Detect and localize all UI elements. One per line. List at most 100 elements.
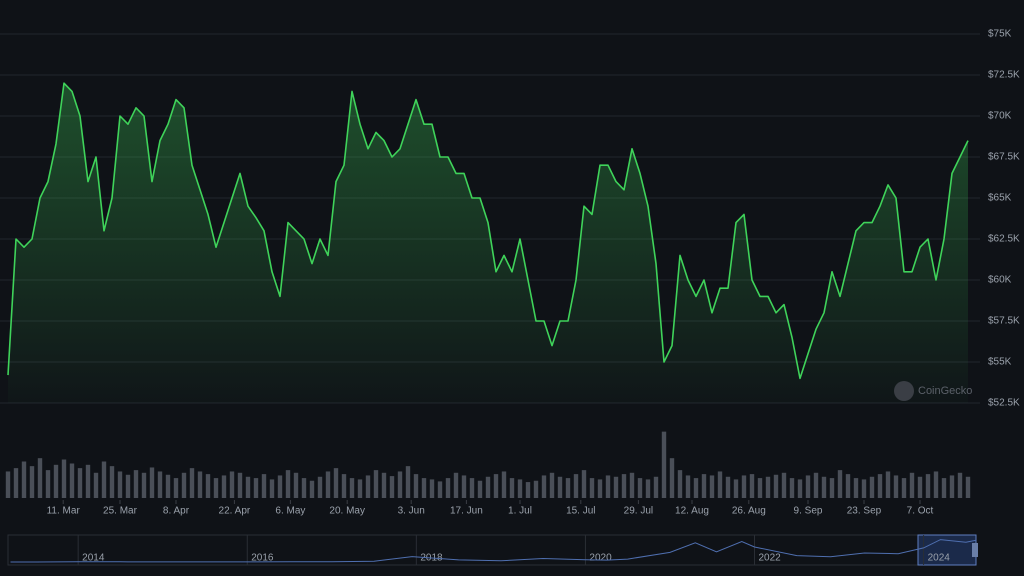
volume-bar xyxy=(157,471,163,498)
volume-bar xyxy=(485,476,491,498)
volume-bar xyxy=(53,464,59,498)
volume-bar xyxy=(501,471,507,498)
volume-bar xyxy=(85,464,91,498)
volume-bar xyxy=(821,476,827,498)
x-tick-label: 7. Oct xyxy=(907,506,934,517)
volume-bar xyxy=(717,471,723,498)
volume-bar xyxy=(165,474,171,498)
volume-bar xyxy=(533,480,539,498)
volume-bar xyxy=(765,476,771,498)
volume-bar xyxy=(461,475,467,498)
x-tick-label: 17. Jun xyxy=(450,506,483,517)
x-tick-label: 23. Sep xyxy=(847,506,882,517)
volume-bar xyxy=(133,470,139,498)
volume-bar xyxy=(373,470,379,498)
volume-bar xyxy=(245,476,251,498)
volume-bar xyxy=(101,461,107,498)
navigator-tick-label: 2014 xyxy=(82,553,105,564)
volume-bar xyxy=(725,476,731,498)
navigator-tick-label: 2022 xyxy=(759,553,782,564)
volume-bar xyxy=(29,466,35,498)
volume-bar xyxy=(885,471,891,498)
volume-bar xyxy=(869,476,875,498)
volume-bar xyxy=(269,479,275,498)
volume-bar xyxy=(141,472,147,498)
volume-bar xyxy=(45,470,51,498)
y-tick-label: $55K xyxy=(988,357,1012,368)
volume-bar xyxy=(77,468,83,498)
navigator-handle[interactable] xyxy=(972,543,978,557)
volume-bar xyxy=(365,475,371,498)
volume-bar xyxy=(421,478,427,498)
volume-bar xyxy=(589,478,595,498)
volume-bar xyxy=(837,470,843,498)
volume-bar xyxy=(517,479,523,498)
y-tick-label: $65K xyxy=(988,193,1012,204)
watermark: CoinGecko xyxy=(918,385,972,397)
volume-bar xyxy=(581,470,587,498)
volume-bar xyxy=(693,478,699,498)
volume-bar xyxy=(941,478,947,498)
y-tick-label: $62.5K xyxy=(988,234,1020,245)
x-tick-label: 26. Aug xyxy=(732,506,766,517)
volume-bar xyxy=(21,461,27,498)
x-tick-label: 20. May xyxy=(329,506,365,517)
volume-bar xyxy=(453,472,459,498)
volume-bar xyxy=(317,476,323,498)
x-tick-label: 12. Aug xyxy=(675,506,709,517)
volume-bar xyxy=(925,474,931,498)
volume-bar xyxy=(853,478,859,498)
volume-bar xyxy=(829,478,835,498)
volume-bar xyxy=(845,474,851,498)
navigator-tick-label: 2024 xyxy=(928,553,951,564)
volume-bar xyxy=(509,478,515,498)
volume-bar xyxy=(933,471,939,498)
volume-bar xyxy=(669,458,675,498)
x-tick-label: 6. May xyxy=(275,506,305,517)
volume-bar xyxy=(341,474,347,498)
volume-bar xyxy=(621,474,627,498)
y-tick-label: $60K xyxy=(988,275,1012,286)
volume-bar xyxy=(661,431,667,498)
volume-bar xyxy=(797,479,803,498)
volume-bar xyxy=(709,475,715,498)
volume-bar xyxy=(13,468,19,498)
y-tick-label: $57.5K xyxy=(988,316,1020,327)
x-tick-label: 11. Mar xyxy=(47,506,81,517)
volume-bar xyxy=(213,478,219,498)
navigator-tick-label: 2020 xyxy=(589,553,612,564)
y-tick-label: $75K xyxy=(988,29,1012,40)
volume-bar xyxy=(965,476,971,498)
volume-bar xyxy=(437,481,443,498)
volume-bar xyxy=(949,475,955,498)
area-group xyxy=(8,83,968,403)
x-tick-label: 3. Jun xyxy=(398,506,425,517)
volume-bar xyxy=(349,478,355,498)
volume-bar xyxy=(277,475,283,498)
volume-bar xyxy=(389,476,395,498)
y-tick-label: $72.5K xyxy=(988,70,1020,81)
volume-bar xyxy=(93,472,99,498)
volume-bar xyxy=(189,468,195,498)
volume-bar xyxy=(397,471,403,498)
x-tick-label: 9. Sep xyxy=(794,506,823,517)
volume-bar xyxy=(253,478,259,498)
volume-bar xyxy=(629,472,635,498)
volume-bar xyxy=(493,474,499,498)
volume-bar xyxy=(429,479,435,498)
volume-bar xyxy=(781,472,787,498)
x-tick-label: 1. Jul xyxy=(508,506,532,517)
volume-bar xyxy=(309,480,315,498)
volume-bar xyxy=(605,475,611,498)
volume-bar xyxy=(805,475,811,498)
volume-bar xyxy=(357,479,363,498)
volume-bar xyxy=(637,478,643,498)
volume-bar xyxy=(525,482,531,498)
y-tick-label: $70K xyxy=(988,111,1012,122)
volume-bar xyxy=(37,458,43,498)
navigator-line xyxy=(10,539,977,563)
volume-bar xyxy=(573,474,579,498)
volume-bar xyxy=(125,474,131,498)
volume-bar xyxy=(197,471,203,498)
